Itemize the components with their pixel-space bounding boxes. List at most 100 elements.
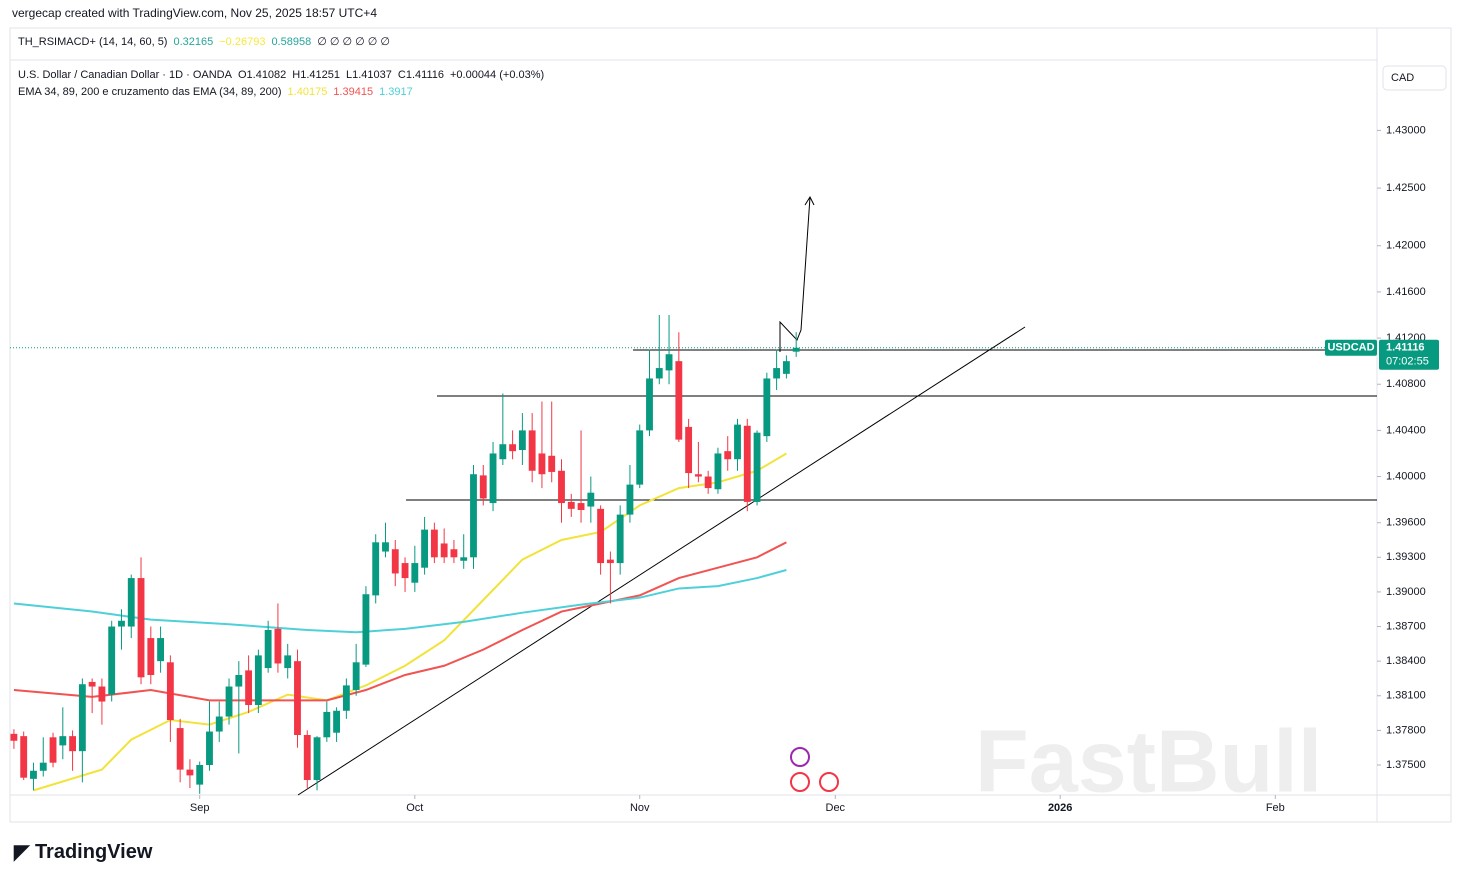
candle-body: [303, 735, 311, 780]
candle-body: [675, 361, 683, 440]
candle-body: [548, 455, 556, 472]
symbol: U.S. Dollar / Canadian Dollar · 1D · OAN…: [18, 69, 233, 81]
event-icon[interactable]: [790, 772, 810, 792]
candle-body: [333, 710, 341, 733]
candle-body: [685, 426, 693, 474]
x-tick-label: 2026: [1048, 802, 1072, 814]
candle-body: [10, 733, 18, 741]
candle-body: [704, 476, 712, 489]
candle-body: [626, 484, 634, 515]
y-tick-label: 1.39000: [1386, 586, 1426, 598]
y-tick-label: 1.38100: [1386, 690, 1426, 702]
candle-body: [743, 425, 751, 502]
candle-body: [792, 347, 800, 352]
ohlc: H1.41251: [292, 69, 340, 81]
candle-body: [88, 681, 96, 687]
indicator-value: 0.58958: [271, 36, 311, 48]
indicator-legend: TH_RSIMACD+ (14, 14, 60, 5) 0.32165 −0.267…: [18, 36, 390, 48]
candle-body: [342, 685, 350, 711]
price-tag: [1379, 339, 1439, 370]
candle-body: [558, 470, 565, 504]
candle-body: [665, 354, 673, 371]
candle-body: [734, 424, 741, 460]
x-tick-label: Feb: [1266, 802, 1285, 814]
ohlc: L1.41037: [346, 69, 392, 81]
ohlc: C1.41116: [398, 69, 444, 81]
candle-body: [20, 736, 28, 778]
candle-body: [763, 378, 771, 437]
currency[interactable]: CAD: [1391, 72, 1414, 84]
currency-button[interactable]: [1382, 65, 1447, 91]
candle-body: [147, 638, 155, 675]
candle-body: [646, 378, 653, 431]
indicator-name: TH_RSIMACD+ (14, 14, 60, 5): [18, 36, 167, 48]
brand: ◤ TradingView: [13, 841, 153, 863]
ema-value: 1.3917: [379, 86, 413, 98]
candle-body: [538, 453, 546, 475]
symbol-tag: [1325, 339, 1377, 356]
candle-body: [127, 578, 135, 627]
y-tick-label: 1.41600: [1386, 286, 1426, 298]
candle-body: [655, 368, 663, 379]
candle-body: [49, 737, 57, 763]
x-tick-label: Oct: [406, 802, 423, 814]
candle-body: [137, 578, 145, 678]
y-tick-label: 1.40400: [1386, 424, 1426, 436]
event-icon[interactable]: [790, 747, 810, 767]
credit: vergecap created with TradingView.com, N…: [12, 6, 377, 20]
ema-value: 1.40175: [288, 86, 328, 98]
y-tick-label: 1.38400: [1386, 655, 1426, 667]
ema-value: 1.39415: [333, 86, 373, 98]
candle-body: [577, 503, 585, 510]
candle-body: [157, 638, 165, 662]
candle-body: [323, 711, 331, 738]
x-tick-label: Sep: [190, 802, 210, 814]
candle-body: [460, 557, 468, 561]
candle-body: [616, 514, 624, 564]
candle-body: [636, 430, 644, 485]
candle-body: [401, 563, 409, 579]
x-tick-label: Nov: [630, 802, 650, 814]
change: +0.00044 (+0.03%): [450, 69, 544, 81]
candle-body: [196, 765, 204, 785]
y-tick-label: 1.39600: [1386, 517, 1426, 529]
candle-body: [411, 563, 419, 583]
event-icon[interactable]: [819, 772, 839, 792]
candle-body: [753, 432, 761, 502]
trendline: [297, 326, 1026, 796]
candle-body: [118, 620, 125, 627]
candle-body: [499, 444, 507, 460]
candle-body: [274, 628, 282, 664]
symbol-tag-label: USDCAD: [1327, 342, 1374, 354]
y-tick-label: 1.39300: [1386, 551, 1426, 563]
y-tick-label: 1.42500: [1386, 182, 1426, 194]
candle-body: [372, 542, 380, 596]
candle-body: [694, 474, 702, 477]
candle-body: [518, 430, 526, 450]
y-tick-label: 1.37800: [1386, 724, 1426, 736]
candle-body: [606, 559, 614, 564]
candle-body: [430, 529, 438, 558]
indicator-value: −0.26793: [219, 36, 265, 48]
candle-body: [186, 769, 194, 776]
candle-body: [98, 686, 106, 702]
watermark: FastBull: [975, 711, 1322, 810]
candle-body: [30, 770, 37, 779]
candle-body: [362, 594, 370, 665]
y-tick-label: 1.42000: [1386, 240, 1426, 252]
ema-line: [13, 569, 787, 634]
candle-body: [39, 762, 47, 771]
candle-body: [479, 475, 487, 499]
ema-line: [33, 452, 787, 792]
candle-body: [782, 361, 790, 374]
candle-body: [69, 736, 77, 752]
ema-line: [13, 541, 787, 702]
candle-body: [382, 542, 389, 552]
y-tick-label: 1.38700: [1386, 620, 1426, 632]
candle-body: [245, 670, 253, 705]
candle-body: [352, 662, 360, 690]
ohlc: O1.41082: [238, 69, 286, 81]
indicator-value: 0.32165: [173, 36, 213, 48]
projection-arrow: [779, 196, 811, 352]
candle-body: [597, 508, 605, 564]
